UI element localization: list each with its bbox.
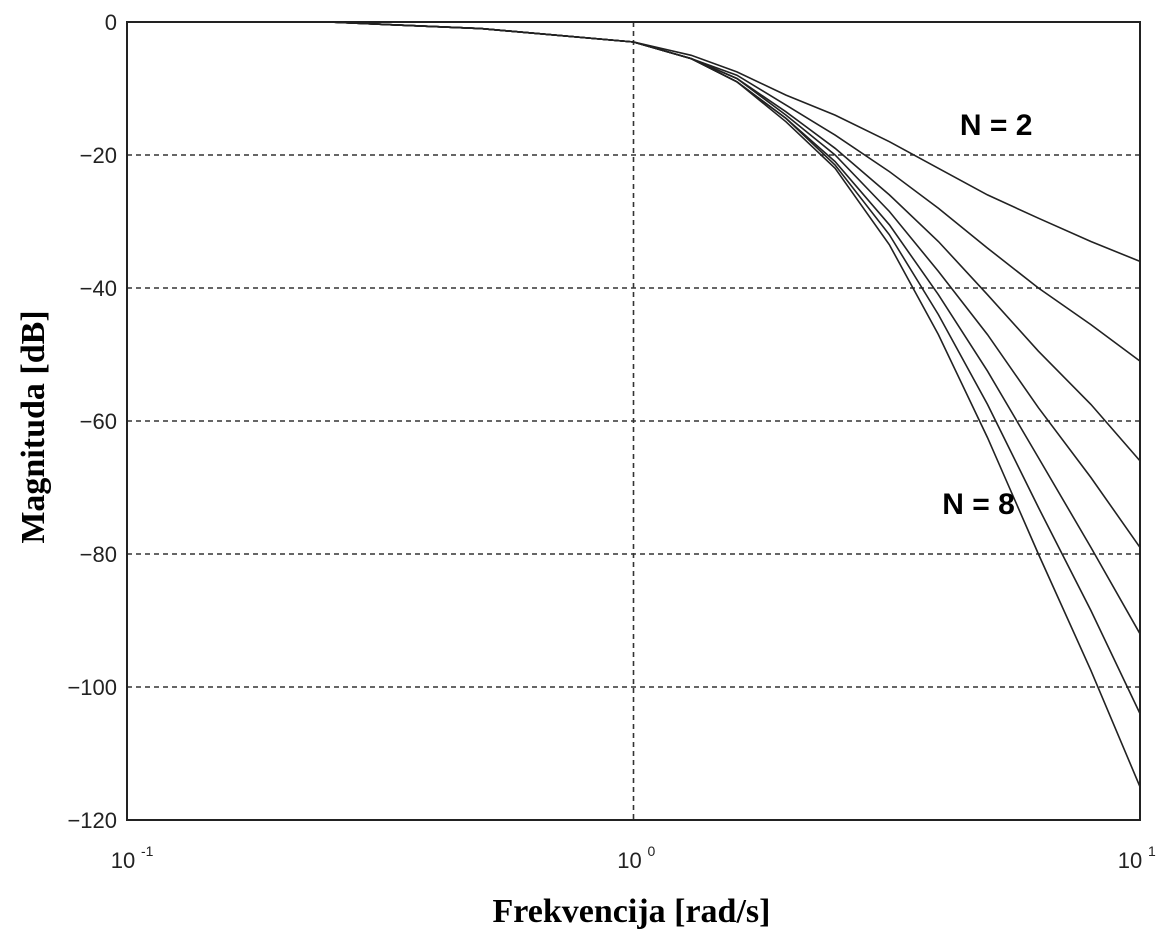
- series-annotation: N = 8: [942, 488, 1015, 521]
- y-tick-label: −60: [80, 409, 117, 434]
- tick-labels: 0 −20 −40 −60 −80 −100 −120 10 -1 10 0 10 1: [67, 10, 1156, 873]
- series-annotation: N = 2: [960, 109, 1033, 142]
- grid-lines: [127, 22, 1140, 820]
- y-tick-label: −120: [67, 808, 117, 833]
- x-tick-exponent: 1: [1148, 843, 1156, 859]
- plot-frame: [126, 21, 1141, 821]
- series-line-7: [328, 21, 1141, 788]
- series-line-2: [328, 21, 1141, 362]
- x-tick-exponent: 0: [648, 843, 656, 859]
- series-lines: [328, 21, 1141, 788]
- series-line-4: [328, 21, 1141, 548]
- x-tick-label: 10: [111, 848, 135, 873]
- y-axis-title: Magnituda [dB]: [15, 310, 52, 543]
- x-tick-label: 10: [617, 848, 641, 873]
- x-tick-label: 10: [1118, 848, 1142, 873]
- y-tick-label: −40: [80, 276, 117, 301]
- y-tick-label: −100: [67, 675, 117, 700]
- series-line-3: [328, 21, 1141, 462]
- y-tick-label: −80: [80, 542, 117, 567]
- annotations: N = 2 N = 8: [942, 109, 1032, 521]
- x-axis-title: Frekvencija [rad/s]: [493, 893, 771, 930]
- y-tick-label: 0: [105, 10, 117, 35]
- x-tick-exponent: -1: [141, 843, 154, 859]
- y-tick-label: −20: [80, 143, 117, 168]
